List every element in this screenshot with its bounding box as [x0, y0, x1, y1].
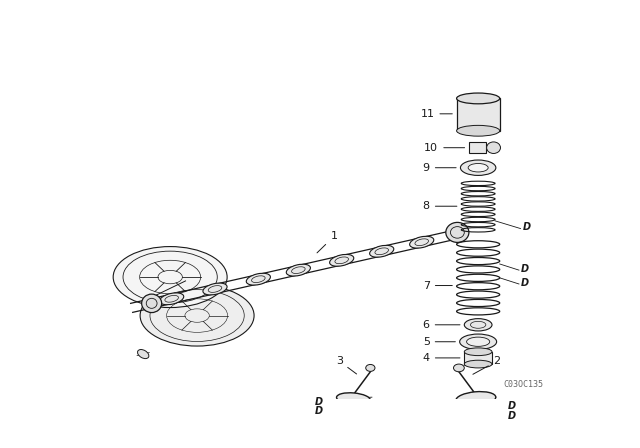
- Ellipse shape: [159, 293, 184, 305]
- Bar: [456, 99, 500, 131]
- Ellipse shape: [464, 319, 492, 331]
- Text: 1: 1: [317, 232, 337, 253]
- Ellipse shape: [456, 392, 496, 406]
- Text: 9: 9: [422, 163, 456, 173]
- Ellipse shape: [141, 294, 162, 313]
- Ellipse shape: [140, 285, 254, 346]
- Ellipse shape: [365, 365, 375, 371]
- Text: D: D: [508, 401, 516, 411]
- Text: 10: 10: [424, 143, 465, 153]
- Ellipse shape: [464, 348, 492, 356]
- Ellipse shape: [370, 246, 394, 257]
- Ellipse shape: [337, 393, 371, 405]
- Ellipse shape: [456, 125, 500, 136]
- Ellipse shape: [460, 334, 497, 349]
- Text: 2: 2: [473, 356, 500, 374]
- Ellipse shape: [467, 337, 490, 346]
- Text: D: D: [521, 277, 529, 288]
- Ellipse shape: [113, 246, 227, 307]
- Text: 6: 6: [422, 320, 460, 330]
- Ellipse shape: [446, 222, 469, 242]
- Ellipse shape: [486, 142, 500, 154]
- Text: D: D: [521, 264, 529, 274]
- Text: 4: 4: [422, 353, 460, 363]
- Bar: [464, 352, 492, 364]
- Text: D: D: [315, 397, 323, 407]
- Text: 3: 3: [336, 356, 356, 374]
- Text: 7: 7: [422, 280, 452, 291]
- Ellipse shape: [203, 283, 227, 295]
- Ellipse shape: [456, 93, 500, 104]
- Text: D: D: [508, 411, 516, 421]
- Ellipse shape: [454, 364, 464, 372]
- Ellipse shape: [330, 254, 354, 266]
- Text: D: D: [523, 222, 531, 232]
- Text: 8: 8: [422, 201, 457, 211]
- Ellipse shape: [410, 236, 434, 248]
- Ellipse shape: [286, 264, 310, 276]
- Ellipse shape: [468, 164, 488, 172]
- Ellipse shape: [246, 273, 271, 285]
- Ellipse shape: [464, 360, 492, 368]
- Text: D: D: [315, 406, 323, 416]
- Ellipse shape: [460, 160, 496, 176]
- Text: C03OC135: C03OC135: [504, 380, 543, 389]
- Text: 5: 5: [422, 337, 455, 347]
- Text: 11: 11: [420, 109, 452, 119]
- Bar: [469, 142, 486, 153]
- Ellipse shape: [138, 349, 149, 358]
